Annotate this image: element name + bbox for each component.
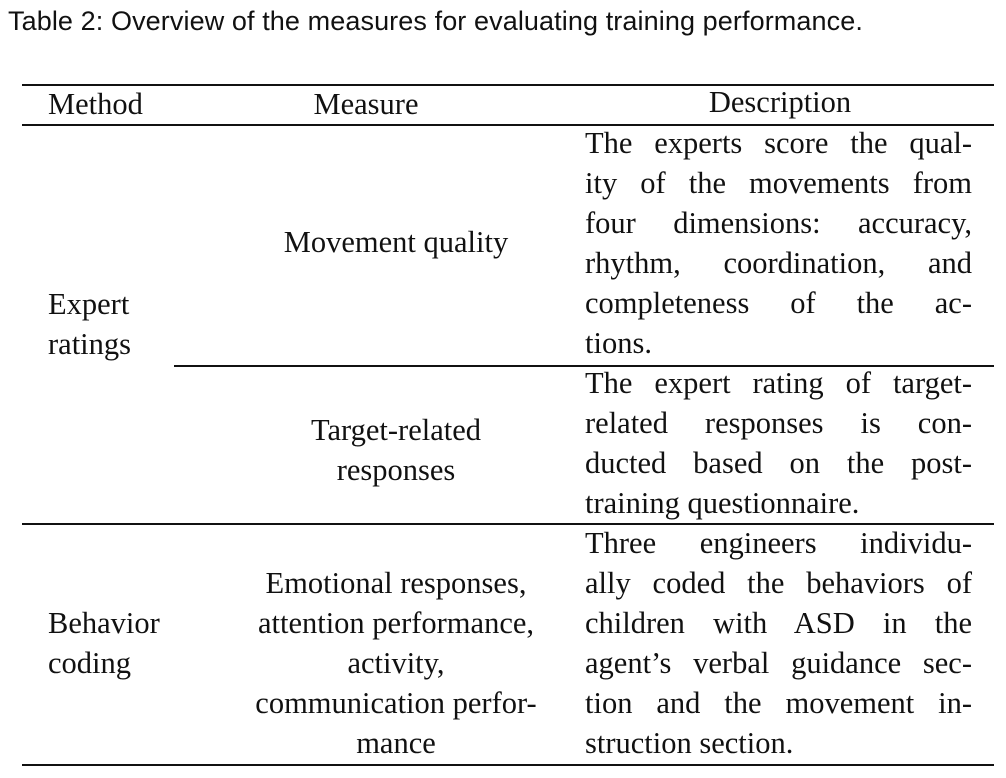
measure-line: attention performance, [257,606,535,640]
top-rule [22,84,994,86]
measure-line: responses [336,453,456,487]
description-line: ity of the movements from [585,166,972,200]
description-line: ally coded the behaviors of [585,566,972,600]
measure-cell-movement-quality: Movement quality [230,222,562,262]
description-cell-target-related-responses: The expert rating of target- related res… [585,363,972,523]
header-measure: Measure [313,87,419,121]
header-method: Method [48,87,143,121]
method-line: coding [48,646,132,680]
description-line: agent’s verbal guidance sec- [585,646,972,680]
description-line: Three engineers individu- [585,526,972,560]
description-line: The experts score the qual- [585,126,972,160]
description-line: ducted based on the post- [585,446,972,480]
header-description: Description [708,85,852,119]
description-line: tions. [585,326,652,360]
description-line: four dimensions: accuracy, [585,206,972,240]
description-line: completeness of the ac- [585,286,972,320]
group-divider [22,523,994,525]
description-line: rhythm, coordination, and [585,246,972,280]
description-line: training questionnaire. [585,486,860,520]
description-line: related responses is con- [585,406,972,440]
description-cell-movement-quality: The experts score the qual- ity of the m… [585,123,972,363]
measure-cell-target-related-responses: Target-related responses [230,410,562,490]
measure-line: activity, [347,646,445,680]
measure-line: mance [356,726,436,760]
measure-cell-behavior-measures: Emotional responses, attention performan… [230,563,562,763]
table-caption: Table 2: Overview of the measures for ev… [8,6,863,36]
measure-line: Movement quality [283,225,509,259]
description-cell-behavior-coding: Three engineers individu- ally coded the… [585,523,972,763]
method-line: Expert [48,287,130,321]
row-divider [174,365,994,367]
header-rule [22,124,994,126]
description-line: struction section. [585,726,794,760]
description-line: children with ASD in the [585,606,972,640]
measure-line: Target-related [310,413,482,447]
method-cell-expert-ratings: Expert ratings [48,284,131,364]
description-line: The expert rating of target- [585,366,972,400]
method-line: Behavior [48,606,160,640]
measure-line: Emotional responses, [265,566,527,600]
measure-line: communication perfor- [255,686,537,720]
description-line: tion and the movement in- [585,686,972,720]
method-line: ratings [48,327,132,361]
bottom-rule [22,764,994,766]
method-cell-behavior-coding: Behavior coding [48,603,160,683]
